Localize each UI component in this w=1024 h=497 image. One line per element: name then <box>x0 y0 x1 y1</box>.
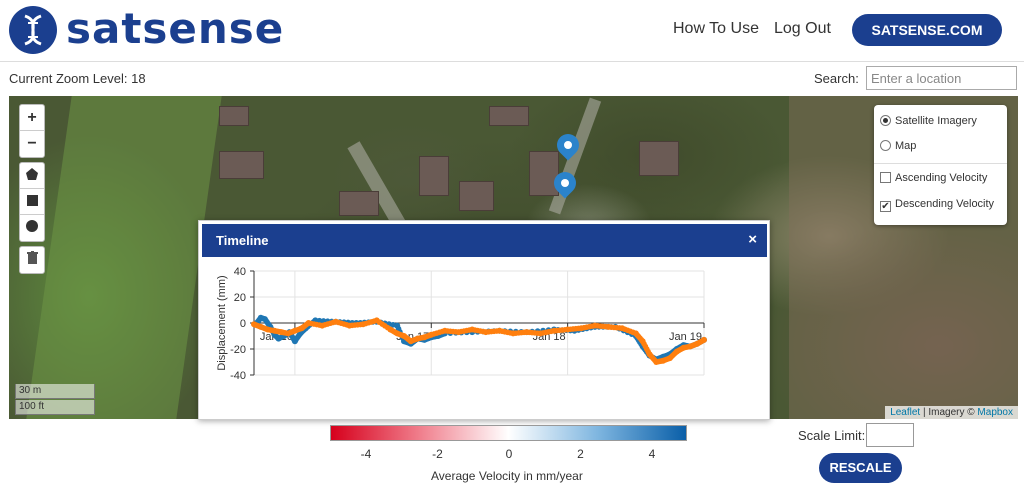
y-tick-label: -40 <box>230 370 246 382</box>
search-input[interactable] <box>866 66 1017 90</box>
legend-tick-label: 4 <box>648 447 656 461</box>
zoom-out-button[interactable]: − <box>27 135 37 152</box>
rescale-button[interactable]: RESCALE <box>819 453 902 483</box>
trash-icon[interactable] <box>20 247 44 273</box>
logo-text[interactable]: satsense <box>66 4 285 53</box>
series-2-point <box>701 336 707 343</box>
scale-limit-input[interactable] <box>866 423 914 447</box>
layer-label: Map <box>895 140 917 152</box>
scale-imperial: 100 ft <box>15 400 95 415</box>
draw-toolbar <box>19 162 45 242</box>
layers-divider <box>874 163 1007 164</box>
layer-satellite-imagery[interactable]: Satellite Imagery <box>880 113 977 129</box>
delete-toolbar <box>19 246 45 274</box>
mapbox-link[interactable]: Mapbox <box>977 407 1013 418</box>
layer-label: Satellite Imagery <box>895 115 977 127</box>
map-building <box>639 141 679 176</box>
layer-descending-velocity[interactable]: ✔ Descending Velocity <box>880 196 994 212</box>
nav-log-out[interactable]: Log Out <box>774 20 831 37</box>
zoom-level-label: Current Zoom Level: 18 <box>9 71 146 86</box>
zoom-in-button[interactable]: + <box>20 105 44 131</box>
draw-rectangle-icon[interactable] <box>20 189 44 215</box>
map-building <box>489 106 529 126</box>
legend-tick-label: 2 <box>577 447 584 461</box>
map-building <box>529 151 559 196</box>
nav-how-to-use[interactable]: How To Use <box>673 20 759 37</box>
legend-tick-label: 0 <box>505 447 513 461</box>
y-tick-label: 20 <box>234 292 246 304</box>
map-field-left <box>26 96 222 419</box>
map-building <box>219 106 249 126</box>
descending-checkbox[interactable]: ✔ <box>880 201 891 212</box>
y-axis-label: Displacement (mm) <box>216 275 228 370</box>
layers-control: Satellite Imagery Map Ascending Velocity… <box>874 105 1007 225</box>
leaflet-link[interactable]: Leaflet <box>890 407 921 418</box>
map-attribution: Leaflet | Imagery © Mapbox <box>885 406 1018 419</box>
map-building <box>459 181 494 211</box>
layer-map[interactable]: Map <box>880 138 916 154</box>
timeline-header: Timeline × <box>202 224 767 257</box>
timeline-title: Timeline <box>216 233 269 248</box>
draw-polygon-icon[interactable] <box>20 163 44 189</box>
satsense-logo-icon[interactable] <box>9 6 57 54</box>
layer-label: Descending Velocity <box>895 198 995 210</box>
velocity-color-scale <box>330 425 687 441</box>
layer-label: Ascending Velocity <box>895 172 988 184</box>
map-building <box>419 156 449 196</box>
satellite-radio[interactable] <box>880 115 891 126</box>
map-view[interactable]: + − 30 m 100 ft Satellite Imagery Map As… <box>9 96 1018 419</box>
zoom-control: + − <box>19 104 45 158</box>
layer-ascending-velocity[interactable]: Ascending Velocity <box>880 170 987 186</box>
map-radio[interactable] <box>880 140 891 151</box>
y-tick-label: -20 <box>230 344 246 356</box>
map-building <box>339 191 379 216</box>
app-header: satsense How To Use Log Out SATSENSE.COM <box>0 0 1024 62</box>
legend-title: Average Velocity in mm/year <box>431 469 583 483</box>
legend-tick-label: -4 <box>360 447 372 461</box>
y-tick-label: 40 <box>234 266 246 278</box>
map-building <box>219 151 264 179</box>
close-icon[interactable]: × <box>748 231 757 248</box>
search-label: Search: <box>814 71 859 86</box>
scale-limit-label: Scale Limit: <box>798 428 866 443</box>
legend-tick-label: -2 <box>432 447 443 461</box>
series-1-point <box>316 317 323 324</box>
draw-circle-icon[interactable] <box>20 215 44 241</box>
ascending-checkbox[interactable] <box>880 172 891 183</box>
y-tick-label: 0 <box>240 318 246 330</box>
satsense-com-button[interactable]: SATSENSE.COM <box>852 14 1002 46</box>
scale-metric: 30 m <box>15 384 95 399</box>
x-tick-label: Jan 19 <box>669 331 702 343</box>
attribution-text: | Imagery © <box>920 407 978 418</box>
